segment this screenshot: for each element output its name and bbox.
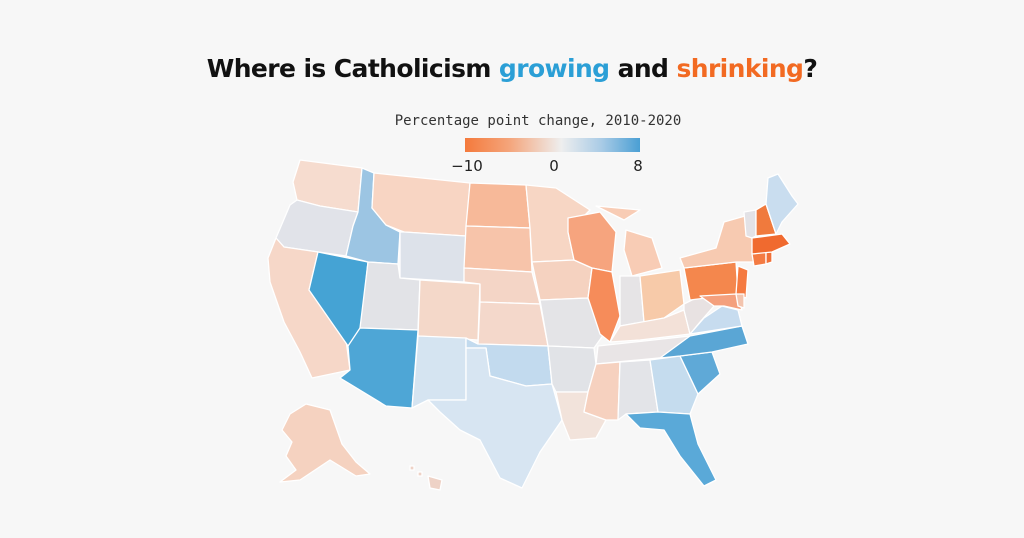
title-growing-word: growing — [498, 54, 610, 83]
legend-color-scale — [465, 138, 640, 152]
title-prefix: Where is Catholicism — [206, 54, 499, 83]
state-arkansas — [547, 345, 597, 393]
state-colorado — [417, 279, 481, 341]
title-shrinking-word: shrinking — [676, 54, 804, 83]
state-missouri — [539, 297, 605, 349]
legend-tick-min: −10 — [451, 157, 483, 175]
state-south-dakota — [463, 225, 533, 273]
legend-tick-max: 8 — [633, 157, 643, 175]
state-north-dakota — [465, 182, 531, 229]
state-florida — [625, 411, 717, 487]
legend-tick-zero: 0 — [549, 157, 559, 175]
state-kansas — [477, 301, 549, 347]
state-iowa — [531, 259, 593, 301]
title-middle: and — [609, 54, 677, 83]
state-ohio — [639, 269, 685, 323]
state-hawaii — [409, 465, 443, 491]
page-title: Where is Catholicism growing and shrinki… — [0, 54, 1024, 83]
state-alaska — [279, 403, 371, 483]
legend-title: Percentage point change, 2010-2020 — [394, 113, 682, 129]
state-new-jersey — [735, 265, 749, 299]
state-massachusetts — [751, 233, 791, 255]
state-michigan — [595, 205, 663, 277]
state-wyoming — [399, 231, 467, 283]
state-vermont — [743, 209, 757, 239]
state-arizona — [339, 327, 419, 409]
state-texas — [427, 347, 563, 489]
state-delaware — [735, 293, 745, 309]
state-maryland — [699, 293, 743, 311]
state-new-mexico — [411, 335, 467, 409]
state-maine — [765, 173, 799, 235]
state-california — [267, 237, 351, 379]
title-suffix: ? — [803, 54, 818, 83]
state-rhode-island — [765, 251, 773, 265]
